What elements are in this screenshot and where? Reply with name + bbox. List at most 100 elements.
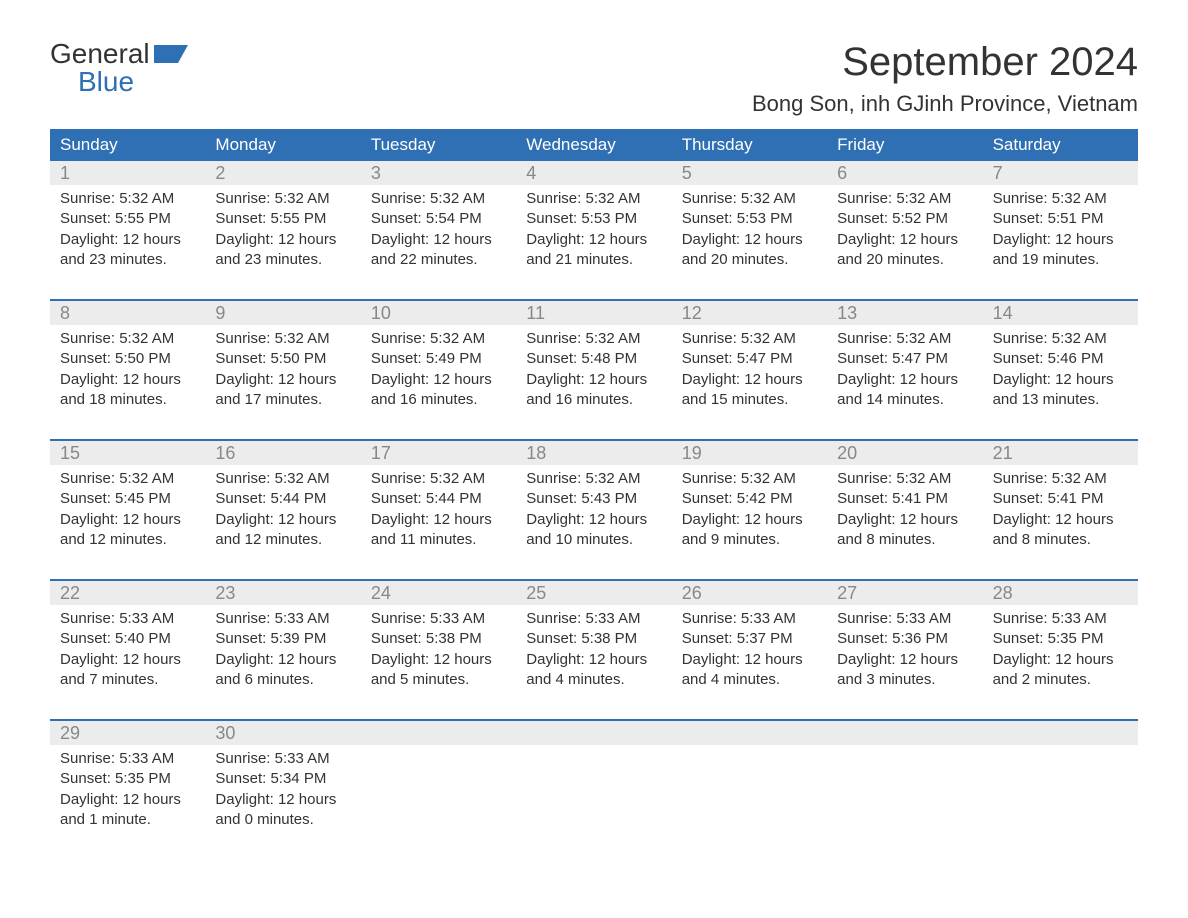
daylight-line1: Daylight: 12 hours [371, 370, 506, 390]
sunrise-text: Sunrise: 5:32 AM [837, 469, 972, 489]
daylight-line2: and 8 minutes. [993, 530, 1128, 550]
daylight-line2: and 10 minutes. [526, 530, 661, 550]
sunset-text: Sunset: 5:53 PM [682, 209, 817, 229]
sunset-text: Sunset: 5:34 PM [215, 769, 350, 789]
day-number [361, 721, 516, 745]
sunset-text: Sunset: 5:46 PM [993, 349, 1128, 369]
dow-sunday: Sunday [50, 129, 205, 161]
daylight-line2: and 16 minutes. [526, 390, 661, 410]
day-number [672, 721, 827, 745]
sunset-text: Sunset: 5:48 PM [526, 349, 661, 369]
day-number: 18 [516, 441, 671, 465]
day-cell [361, 745, 516, 845]
day-cell: Sunrise: 5:33 AMSunset: 5:38 PMDaylight:… [516, 605, 671, 705]
daylight-line1: Daylight: 12 hours [371, 510, 506, 530]
daylight-line2: and 7 minutes. [60, 670, 195, 690]
daylight-line2: and 19 minutes. [993, 250, 1128, 270]
day-number: 2 [205, 161, 360, 185]
daylight-line2: and 1 minute. [60, 810, 195, 830]
day-cell: Sunrise: 5:32 AMSunset: 5:43 PMDaylight:… [516, 465, 671, 565]
sunset-text: Sunset: 5:44 PM [371, 489, 506, 509]
day-number: 1 [50, 161, 205, 185]
day-cell: Sunrise: 5:32 AMSunset: 5:53 PMDaylight:… [516, 185, 671, 285]
day-cell: Sunrise: 5:32 AMSunset: 5:49 PMDaylight:… [361, 325, 516, 425]
daylight-line1: Daylight: 12 hours [682, 370, 817, 390]
sunset-text: Sunset: 5:47 PM [837, 349, 972, 369]
sunrise-text: Sunrise: 5:33 AM [215, 749, 350, 769]
daylight-line1: Daylight: 12 hours [837, 230, 972, 250]
daylight-line1: Daylight: 12 hours [993, 230, 1128, 250]
daylight-line1: Daylight: 12 hours [526, 230, 661, 250]
sunrise-text: Sunrise: 5:32 AM [60, 329, 195, 349]
sunrise-text: Sunrise: 5:32 AM [215, 329, 350, 349]
daylight-line1: Daylight: 12 hours [60, 510, 195, 530]
daylight-line2: and 4 minutes. [526, 670, 661, 690]
sunrise-text: Sunrise: 5:33 AM [215, 609, 350, 629]
sunrise-text: Sunrise: 5:32 AM [682, 469, 817, 489]
daylight-line2: and 22 minutes. [371, 250, 506, 270]
daylight-line1: Daylight: 12 hours [215, 230, 350, 250]
sunrise-text: Sunrise: 5:33 AM [993, 609, 1128, 629]
daylight-line2: and 12 minutes. [215, 530, 350, 550]
day-content-row: Sunrise: 5:33 AMSunset: 5:40 PMDaylight:… [50, 605, 1138, 705]
day-cell: Sunrise: 5:32 AMSunset: 5:55 PMDaylight:… [205, 185, 360, 285]
daylight-line2: and 14 minutes. [837, 390, 972, 410]
calendar: Sunday Monday Tuesday Wednesday Thursday… [50, 129, 1138, 845]
sunrise-text: Sunrise: 5:32 AM [993, 329, 1128, 349]
sunset-text: Sunset: 5:52 PM [837, 209, 972, 229]
day-cell: Sunrise: 5:33 AMSunset: 5:34 PMDaylight:… [205, 745, 360, 845]
daylight-line2: and 9 minutes. [682, 530, 817, 550]
daylight-line1: Daylight: 12 hours [837, 510, 972, 530]
sunset-text: Sunset: 5:55 PM [60, 209, 195, 229]
sunset-text: Sunset: 5:39 PM [215, 629, 350, 649]
day-cell [672, 745, 827, 845]
sunset-text: Sunset: 5:42 PM [682, 489, 817, 509]
day-cell: Sunrise: 5:33 AMSunset: 5:36 PMDaylight:… [827, 605, 982, 705]
day-cell: Sunrise: 5:32 AMSunset: 5:54 PMDaylight:… [361, 185, 516, 285]
day-content-row: Sunrise: 5:33 AMSunset: 5:35 PMDaylight:… [50, 745, 1138, 845]
day-cell: Sunrise: 5:32 AMSunset: 5:55 PMDaylight:… [50, 185, 205, 285]
day-number: 19 [672, 441, 827, 465]
day-number: 10 [361, 301, 516, 325]
sunset-text: Sunset: 5:44 PM [215, 489, 350, 509]
day-cell: Sunrise: 5:32 AMSunset: 5:44 PMDaylight:… [361, 465, 516, 565]
title-block: September 2024 Bong Son, inh GJinh Provi… [752, 40, 1138, 117]
day-cell: Sunrise: 5:32 AMSunset: 5:46 PMDaylight:… [983, 325, 1138, 425]
calendar-week: 1234567Sunrise: 5:32 AMSunset: 5:55 PMDa… [50, 161, 1138, 285]
day-number: 17 [361, 441, 516, 465]
daylight-line2: and 20 minutes. [682, 250, 817, 270]
day-number: 13 [827, 301, 982, 325]
sunrise-text: Sunrise: 5:32 AM [837, 329, 972, 349]
day-cell: Sunrise: 5:32 AMSunset: 5:53 PMDaylight:… [672, 185, 827, 285]
daylight-line2: and 21 minutes. [526, 250, 661, 270]
dow-friday: Friday [827, 129, 982, 161]
dow-saturday: Saturday [983, 129, 1138, 161]
daylight-line1: Daylight: 12 hours [60, 790, 195, 810]
day-number-row: 22232425262728 [50, 581, 1138, 605]
calendar-week: 22232425262728Sunrise: 5:33 AMSunset: 5:… [50, 579, 1138, 705]
sunset-text: Sunset: 5:50 PM [60, 349, 195, 369]
sunrise-text: Sunrise: 5:33 AM [682, 609, 817, 629]
day-number: 6 [827, 161, 982, 185]
day-number: 26 [672, 581, 827, 605]
sunrise-text: Sunrise: 5:32 AM [837, 189, 972, 209]
daylight-line2: and 17 minutes. [215, 390, 350, 410]
day-cell: Sunrise: 5:32 AMSunset: 5:47 PMDaylight:… [827, 325, 982, 425]
day-cell [983, 745, 1138, 845]
day-number: 27 [827, 581, 982, 605]
daylight-line1: Daylight: 12 hours [215, 650, 350, 670]
sunrise-text: Sunrise: 5:32 AM [682, 189, 817, 209]
sunrise-text: Sunrise: 5:33 AM [837, 609, 972, 629]
day-number: 4 [516, 161, 671, 185]
daylight-line1: Daylight: 12 hours [60, 650, 195, 670]
daylight-line1: Daylight: 12 hours [60, 370, 195, 390]
dow-monday: Monday [205, 129, 360, 161]
day-cell: Sunrise: 5:32 AMSunset: 5:50 PMDaylight:… [50, 325, 205, 425]
sunrise-text: Sunrise: 5:32 AM [215, 189, 350, 209]
daylight-line2: and 12 minutes. [60, 530, 195, 550]
dow-wednesday: Wednesday [516, 129, 671, 161]
daylight-line1: Daylight: 12 hours [215, 790, 350, 810]
day-number-row: 2930 [50, 721, 1138, 745]
logo-text-bottom: Blue [78, 68, 188, 96]
day-number: 28 [983, 581, 1138, 605]
